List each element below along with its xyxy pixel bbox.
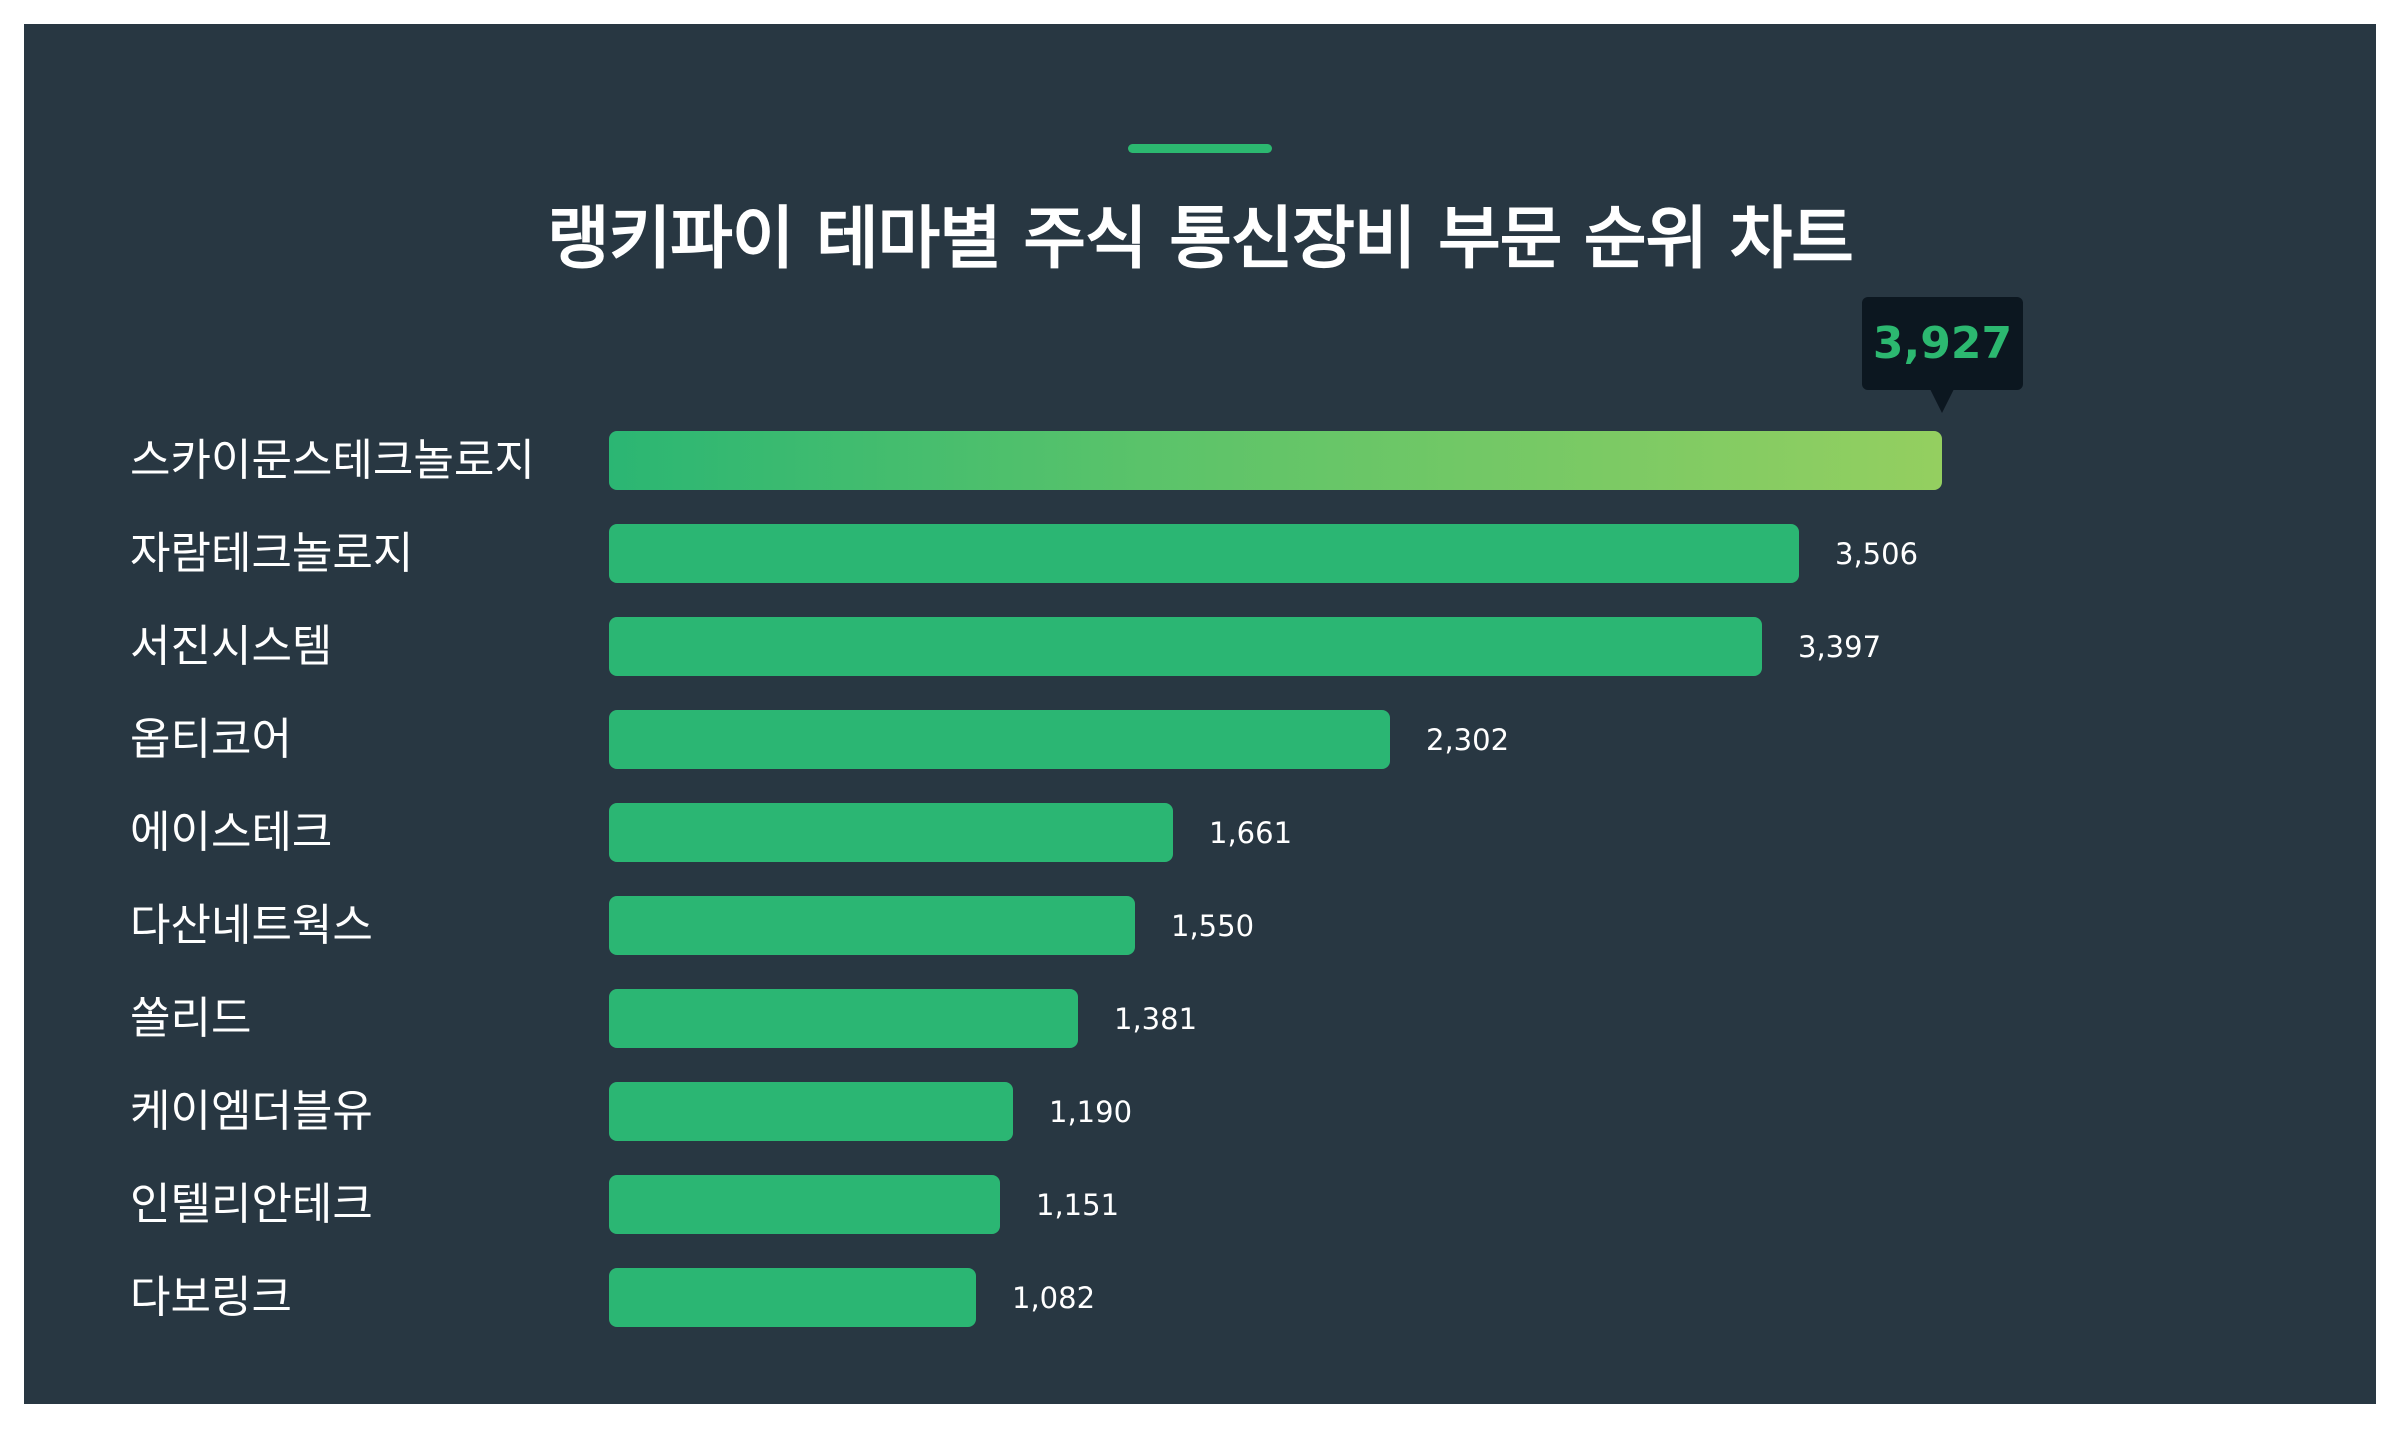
category-label: 에이스테크 bbox=[130, 807, 333, 858]
tooltip-pointer-icon bbox=[1930, 389, 1954, 413]
value-label: 3,397 bbox=[1798, 630, 1882, 664]
value-label: 1,082 bbox=[1012, 1281, 1096, 1315]
category-label: 케이엠더블유 bbox=[130, 1086, 373, 1137]
bar-row: 케이엠더블유 1,190 bbox=[0, 1082, 2400, 1142]
bar-row: 서진시스템 3,397 bbox=[0, 617, 2400, 677]
value-label: 1,381 bbox=[1114, 1002, 1198, 1036]
bar-row: 다산네트웍스 1,550 bbox=[0, 896, 2400, 956]
bar[interactable] bbox=[609, 524, 1799, 583]
bar[interactable] bbox=[609, 431, 1942, 490]
category-label: 다산네트웍스 bbox=[130, 900, 373, 951]
bar-row: 자람테크놀로지 3,506 bbox=[0, 524, 2400, 584]
top-value-tooltip: 3,927 bbox=[1862, 297, 2023, 390]
category-label: 인텔리안테크 bbox=[130, 1179, 373, 1230]
bar-row: 옵티코어 2,302 bbox=[0, 710, 2400, 770]
category-label: 옵티코어 bbox=[130, 714, 292, 765]
bar-row: 인텔리안테크 1,151 bbox=[0, 1175, 2400, 1235]
category-label: 서진시스템 bbox=[130, 621, 333, 672]
bar-row: 에이스테크 1,661 bbox=[0, 803, 2400, 863]
bar-row: 다보링크 1,082 bbox=[0, 1268, 2400, 1328]
category-label: 다보링크 bbox=[130, 1272, 292, 1323]
category-label: 쏠리드 bbox=[130, 993, 252, 1044]
bar-row: 쏠리드 1,381 bbox=[0, 989, 2400, 1049]
bar[interactable] bbox=[609, 1268, 976, 1327]
bar[interactable] bbox=[609, 1082, 1013, 1141]
value-label: 3,506 bbox=[1835, 537, 1919, 571]
bar[interactable] bbox=[609, 710, 1390, 769]
value-label: 2,302 bbox=[1426, 723, 1510, 757]
bar[interactable] bbox=[609, 617, 1762, 676]
value-label: 1,190 bbox=[1049, 1095, 1133, 1129]
bar[interactable] bbox=[609, 989, 1078, 1048]
bar-row: 스카이문스테크놀로지 bbox=[0, 431, 2400, 491]
value-label: 1,550 bbox=[1171, 909, 1255, 943]
value-label: 1,151 bbox=[1036, 1188, 1120, 1222]
category-label: 스카이문스테크놀로지 bbox=[130, 435, 535, 486]
value-label: 1,661 bbox=[1209, 816, 1293, 850]
bar[interactable] bbox=[609, 803, 1173, 862]
bar[interactable] bbox=[609, 896, 1135, 955]
bar[interactable] bbox=[609, 1175, 1000, 1234]
chart-title: 랭키파이 테마별 주식 통신장비 부문 순위 차트 bbox=[547, 200, 1854, 279]
category-label: 자람테크놀로지 bbox=[130, 528, 414, 579]
title-accent-line bbox=[1128, 144, 1272, 153]
